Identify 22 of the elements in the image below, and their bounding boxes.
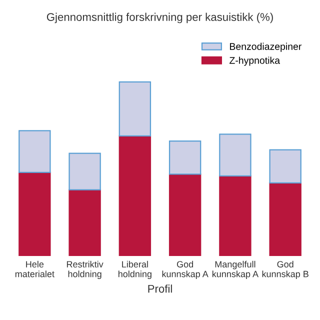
bar bbox=[269, 149, 302, 184]
bar bbox=[118, 135, 152, 256]
legend-label: Z-hypnotika bbox=[230, 56, 280, 66]
legend-label: Benzodiazepiner bbox=[230, 42, 302, 52]
bar bbox=[168, 174, 202, 256]
bar bbox=[118, 81, 152, 136]
x-tick-label: Hele materialet bbox=[15, 260, 54, 278]
bar bbox=[219, 175, 252, 256]
chart-title: Gjennomsnittlig forskrivning per kasuistikk (%) bbox=[46, 12, 273, 24]
x-axis-title: Profil bbox=[148, 284, 172, 293]
bar bbox=[269, 182, 302, 256]
x-tick-label: Restriktiv holdning bbox=[66, 260, 104, 279]
bar bbox=[68, 189, 101, 256]
bar bbox=[219, 134, 252, 176]
x-tick-label: Mangelfull kunnskap A bbox=[212, 260, 259, 279]
bar bbox=[18, 130, 51, 173]
x-tick-label: God kunnskap B bbox=[262, 260, 308, 279]
bar bbox=[68, 152, 101, 190]
bar bbox=[18, 172, 51, 256]
x-tick-label: God kunnskap A bbox=[162, 260, 208, 279]
x-tick-label: Liberal holdning bbox=[118, 260, 152, 279]
bar bbox=[168, 140, 202, 175]
